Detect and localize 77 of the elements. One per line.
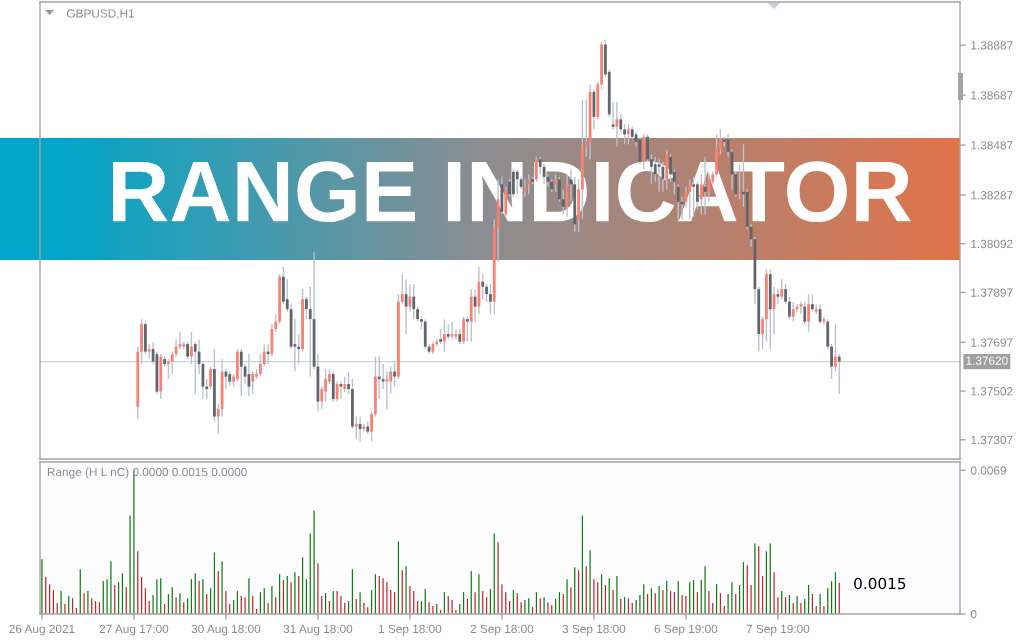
candlestick — [193, 340, 197, 395]
candlestick — [213, 348, 216, 423]
x-tick-label: 3 Sep 18:00 — [562, 624, 626, 636]
candlestick — [780, 278, 784, 300]
candlestick — [784, 283, 787, 305]
candlestick — [811, 293, 814, 313]
candlestick — [719, 128, 722, 156]
candlestick — [627, 123, 630, 146]
candlestick — [466, 315, 469, 343]
candlestick — [163, 355, 166, 368]
candlestick — [830, 343, 833, 380]
candlestick — [400, 273, 404, 305]
y-tick-label: 0.0069 — [970, 466, 1006, 475]
candlestick — [416, 305, 419, 323]
y-tick-label: 1.38092 — [971, 239, 1013, 249]
ref-line-label: 1.37620 — [966, 356, 1008, 365]
annotation: 0.0015 — [854, 577, 906, 590]
candlestick — [190, 330, 193, 365]
candlestick — [803, 300, 807, 325]
candlestick — [443, 318, 446, 353]
candlestick — [807, 293, 810, 333]
x-tick-label: 31 Aug 18:00 — [283, 624, 353, 636]
y-tick-label: 1.38687 — [971, 91, 1013, 100]
candlestick — [765, 268, 768, 343]
y-tick-label: 1.38487 — [971, 141, 1013, 150]
x-tick-label: 6 Sep 19:00 — [654, 624, 718, 636]
candlestick — [761, 315, 764, 350]
candlestick — [236, 348, 239, 383]
candlestick — [251, 370, 255, 395]
candlestick — [834, 323, 837, 373]
x-tick-label: 27 Aug 17:00 — [99, 624, 169, 636]
candlestick — [354, 415, 358, 440]
candlestick — [259, 353, 262, 378]
y-tick-label: 1.37502 — [971, 387, 1013, 396]
candlestick — [324, 368, 327, 403]
x-tick-label: 30 Aug 18:00 — [191, 624, 261, 636]
text: GBPUSD,H1 — [66, 9, 135, 20]
candlestick — [140, 318, 143, 365]
candlestick — [282, 266, 285, 305]
y-tick-label: 1.37697 — [971, 338, 1013, 347]
candlestick — [186, 340, 189, 360]
y-tick-label: 0 — [970, 610, 977, 619]
candlestick — [239, 348, 243, 398]
candlestick — [623, 123, 626, 146]
candlestick — [462, 315, 465, 345]
candlestick — [837, 353, 841, 395]
candlestick — [393, 360, 396, 388]
candlestick — [144, 320, 147, 355]
candlestick — [420, 315, 423, 330]
candlestick — [397, 293, 400, 380]
candlestick — [374, 355, 377, 418]
candlestick — [301, 288, 304, 353]
y-tick-label: 1.38287 — [971, 191, 1013, 200]
x-tick-label: 7 Sep 19:00 — [746, 624, 810, 636]
y-tick-label: 1.37897 — [971, 288, 1013, 297]
candlestick — [788, 295, 791, 320]
x-tick-label: 26 Aug 2021 — [9, 624, 75, 636]
candlestick — [278, 273, 281, 325]
candlestick — [489, 283, 492, 315]
candlestick — [439, 328, 442, 345]
candlestick — [255, 368, 258, 380]
candlestick — [646, 133, 649, 163]
candlestick — [412, 283, 416, 320]
candlestick — [262, 343, 266, 368]
y-tick-label: 1.37307 — [971, 435, 1013, 445]
candlestick — [305, 295, 308, 320]
x-tick-label: 2 Sep 18:00 — [470, 624, 534, 636]
candlestick — [600, 41, 603, 91]
y-tick-label: 1.38887 — [971, 41, 1013, 50]
candlestick — [791, 300, 795, 323]
candlestick — [485, 283, 488, 303]
candlestick — [347, 370, 350, 395]
candlestick — [209, 365, 212, 390]
candlestick — [351, 378, 354, 430]
candlestick — [481, 273, 485, 300]
x-tick-label: 1 Sep 18:00 — [378, 624, 442, 636]
candlestick — [370, 410, 373, 443]
